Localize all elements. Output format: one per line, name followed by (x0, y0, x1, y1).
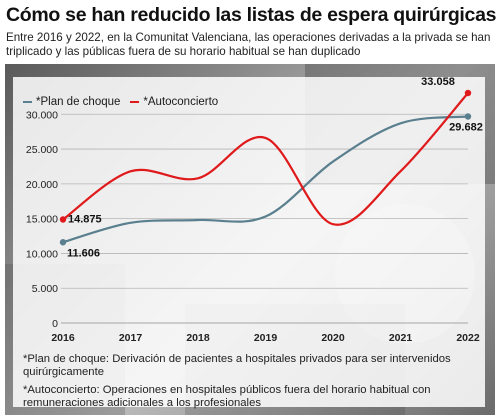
line-chart: 0 5.000 10.000 15.000 20.000 25.000 30.000 2016… (26, 77, 483, 344)
series-end-point-plan-de-choque (464, 113, 472, 120)
legend-swatch-plan-de-choque (23, 100, 32, 104)
y-tick-label: 0 (52, 318, 58, 330)
x-tick-label: 2019 (254, 332, 278, 344)
y-tick-label: 10.000 (26, 248, 58, 260)
footnote-term: *Autoconcierto: (23, 384, 100, 396)
footnote-text: Derivación de pacientes a hospitales pri… (23, 353, 451, 378)
series-line-autoconcierto (62, 92, 469, 226)
x-tick-label: 2020 (321, 332, 345, 344)
y-tick-label: 30.000 (26, 109, 58, 121)
series-end-point-autoconcierto (464, 89, 472, 97)
footnote-plan-de-choque: *Plan de choque: Derivación de pacientes… (23, 353, 478, 379)
legend-swatch-autoconcierto (130, 100, 140, 104)
y-tick-label: 20.000 (26, 179, 58, 191)
data-label-end-plan-de-choque: 29.682 (449, 121, 483, 133)
y-tick-label: 5.000 (32, 283, 58, 295)
chart-legend: *Plan de choque *Autoconcierto (23, 96, 228, 108)
y-tick-label: 25.000 (26, 144, 58, 156)
footnote-autoconcierto: *Autoconcierto: Operaciones en hospitale… (23, 384, 478, 410)
footnote-text: Operaciones en hospitales públicos fuera… (23, 384, 431, 409)
x-tick-label: 2021 (389, 332, 413, 344)
series-line-plan-de-choque (62, 115, 469, 244)
series-start-point-autoconcierto (59, 216, 67, 223)
y-tick-label: 15.000 (26, 214, 58, 226)
x-tick-label: 2016 (51, 332, 75, 344)
footnote-term: *Plan de choque: (23, 353, 110, 365)
x-tick-label: 2018 (186, 332, 210, 344)
chart-title: Cómo se han reducido las listas de esper… (6, 4, 497, 26)
x-tick-label: 2022 (456, 332, 480, 344)
legend-label-plan-de-choque: *Plan de choque (36, 96, 121, 108)
data-label-start-plan-de-choque: 11.606 (67, 247, 100, 259)
chart-subtitle: Entre 2016 y 2022, en la Comunitat Valen… (6, 31, 491, 58)
legend-item-autoconcierto: *Autoconcierto (130, 96, 218, 108)
data-label-start-autoconcierto: 14.875 (68, 214, 102, 226)
legend-label-autoconcierto: *Autoconcierto (143, 96, 219, 108)
photo-background-panel: 0 5.000 10.000 15.000 20.000 25.000 30.000 2016… (5, 64, 495, 415)
data-label-end-autoconcierto: 33.058 (421, 77, 455, 88)
chart-card: 0 5.000 10.000 15.000 20.000 25.000 30.000 2016… (13, 77, 485, 409)
x-tick-label: 2017 (119, 332, 143, 344)
footnotes: *Plan de choque: Derivación de pacientes… (23, 353, 478, 415)
legend-item-plan-de-choque: *Plan de choque (23, 96, 120, 108)
series-start-point-plan-de-choque (59, 239, 67, 246)
